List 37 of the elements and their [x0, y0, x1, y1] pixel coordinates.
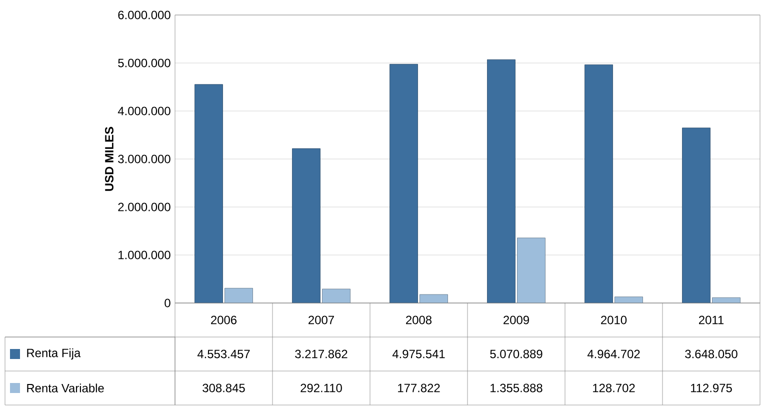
- data-label: 5.070.889: [490, 350, 542, 358]
- legend-label: Renta Variable: [27, 384, 104, 392]
- x-tick-label: 2011: [698, 316, 724, 324]
- bar: [194, 84, 223, 303]
- y-tick-label: 2.000.000: [118, 202, 170, 212]
- bar: [487, 59, 516, 303]
- bar: [682, 128, 710, 303]
- data-label: 112.975: [691, 384, 732, 392]
- bar: [517, 238, 546, 303]
- data-label: 292.110: [300, 384, 342, 392]
- y-tick-label: 1.000.000: [118, 250, 170, 260]
- bar: [390, 64, 418, 303]
- data-label: 177.822: [398, 384, 440, 392]
- data-label: 3.648.050: [685, 350, 738, 358]
- x-tick-label: 2007: [308, 316, 334, 324]
- data-label: 308.845: [202, 384, 245, 392]
- data-label: 4.553.457: [197, 350, 250, 358]
- data-label: 128.702: [593, 384, 635, 392]
- legend-label: Renta Fija: [27, 348, 81, 360]
- x-tick-label: 2006: [211, 316, 237, 324]
- x-tick-label: 2010: [601, 316, 627, 324]
- y-tick-label: 3.000.000: [118, 154, 170, 164]
- bar: [224, 288, 253, 303]
- bar: [584, 64, 613, 303]
- x-tick-label: 2008: [406, 316, 432, 324]
- y-tick-label: 6.000.000: [118, 10, 170, 20]
- bar: [292, 148, 320, 303]
- data-label: 4.975.541: [392, 350, 445, 358]
- data-label: 1.355.888: [490, 384, 542, 392]
- x-tick-label: 2009: [504, 316, 529, 324]
- y-tick-label: 0: [164, 298, 170, 308]
- y-tick-label: 4.000.000: [118, 106, 170, 116]
- data-label: 3.217.862: [295, 350, 348, 358]
- bar: [322, 288, 350, 303]
- data-label: 4.964.702: [587, 350, 640, 358]
- y-tick-label: 5.000.000: [118, 58, 170, 68]
- y-axis-title: USD MILES: [105, 126, 114, 191]
